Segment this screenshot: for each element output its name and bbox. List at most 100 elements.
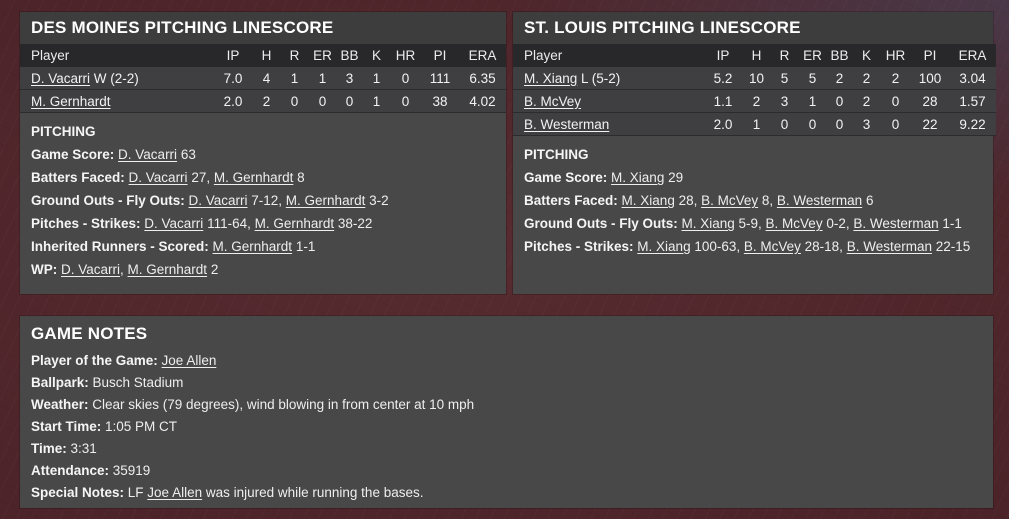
pitcher-row: M. Gernhardt 2.0 2 0 0 0 1 0 38 4.02 (20, 89, 506, 113)
stat-cell: 9.22 (949, 112, 996, 136)
player-cell: B. McVey (513, 89, 703, 113)
pitcher-decision: L (5-2) (577, 70, 621, 86)
stat-text: 8 (293, 170, 305, 185)
player-cell: M. Gernhardt (20, 89, 213, 113)
column-header-bb: BB (336, 44, 363, 67)
player-link[interactable]: M. Gernhardt (213, 170, 294, 185)
stat-cell: 28 (911, 89, 949, 113)
player-link[interactable]: B. McVey (765, 216, 823, 231)
player-link[interactable]: B. Westerman (846, 239, 932, 254)
player-link[interactable]: M. Gernhardt (212, 239, 293, 254)
stat-label: Pitches - Strikes: (524, 239, 638, 254)
player-cell: D. Vacarri W (2-2) (20, 67, 213, 90)
stat-cell: 2 (826, 67, 853, 90)
stat-text: 100-63, (690, 239, 744, 254)
stat-cell: 3 (770, 89, 799, 113)
stat-cell: 0 (336, 89, 363, 113)
stat-cell: 4.02 (459, 89, 506, 113)
player-link[interactable]: M. Gernhardt (254, 216, 335, 231)
stat-cell: 0 (880, 112, 911, 136)
stat-label: Game Score: (524, 170, 612, 185)
player-link[interactable]: M. Xiang (621, 193, 675, 208)
player-link[interactable]: D. Vacarri (128, 170, 188, 185)
player-link[interactable]: Joe Allen (161, 353, 217, 368)
stat-label: Pitches - Strikes: (31, 216, 145, 231)
stat-line: Attendance: 35919 (31, 460, 982, 482)
stat-line: Weather: Clear skies (79 degrees), wind … (31, 394, 982, 416)
stat-text: LF (127, 485, 148, 500)
column-header-hr: HR (880, 44, 911, 67)
stat-text: 2 (207, 262, 219, 277)
stat-cell: 1 (309, 67, 336, 90)
pitcher-row: B. McVey 1.1 2 3 1 0 2 0 28 1.57 (513, 89, 996, 113)
stat-cell: 0 (770, 112, 799, 136)
stat-label: Weather: (31, 397, 93, 412)
player-link[interactable]: D. Vacarri (144, 216, 204, 231)
table-header-row: Player IP H R ER BB K HR PI ERA (20, 44, 506, 67)
column-header-hr: HR (390, 44, 421, 67)
game-notes-lines: Player of the Game: Joe Allen Ballpark: B… (31, 350, 982, 504)
stat-cell: 2.0 (703, 112, 743, 136)
player-link[interactable]: D. Vacarri (188, 193, 248, 208)
stat-cell: 2 (880, 67, 911, 90)
stat-line: Ground Outs - Fly Outs: M. Xiang 5-9, B.… (524, 212, 982, 235)
pitching-linescore-table: Player IP H R ER BB K HR PI ERA M. Xiang L (5-2) 5… (513, 44, 996, 136)
player-link[interactable]: M. Gernhardt (285, 193, 366, 208)
player-link[interactable]: M. Gernhardt (127, 262, 208, 277)
stat-line: Special Notes: LF Joe Allen was injured … (31, 482, 982, 504)
stat-text: 1-1 (292, 239, 316, 254)
stat-cell: 1 (363, 89, 390, 113)
panel-title: ST. LOUIS PITCHING LINESCORE (513, 12, 993, 44)
stat-text: was injured while running the bases. (202, 485, 424, 500)
player-link[interactable]: B. Westerman (776, 193, 863, 208)
stat-line: Game Score: D. Vacarri 63 (31, 143, 495, 166)
game-notes-title: GAME NOTES (31, 324, 148, 343)
player-link[interactable]: D. Vacarri (118, 147, 178, 162)
player-link[interactable]: D. Vacarri (31, 70, 91, 86)
player-link[interactable]: M. Gernhardt (31, 93, 111, 109)
stat-cell: 1 (799, 89, 826, 113)
stat-text: 28-18, (800, 239, 847, 254)
player-link[interactable]: M. Xiang (611, 170, 665, 185)
stat-cell: 1 (363, 67, 390, 90)
stat-cell: 2 (853, 67, 880, 90)
pitcher-row: D. Vacarri W (2-2) 7.0 4 1 1 3 1 0 111 6.35 (20, 67, 506, 90)
stat-label: Start Time: (31, 419, 106, 434)
stat-cell: 0 (799, 112, 826, 136)
stat-text: 27, (187, 170, 214, 185)
stat-line: Pitches - Strikes: M. Xiang 100-63, B. M… (524, 235, 982, 258)
stat-label: Time: (31, 441, 71, 456)
column-header-ip: IP (213, 44, 253, 67)
player-link[interactable]: D. Vacarri (61, 262, 121, 277)
player-link[interactable]: B. McVey (743, 239, 801, 254)
stat-cell: 5.2 (703, 67, 743, 90)
stat-label: Player of the Game: (31, 353, 162, 368)
stat-line: Pitches - Strikes: D. Vacarri 111-64, M.… (31, 212, 495, 235)
column-header-era: ERA (949, 44, 996, 67)
player-link[interactable]: Joe Allen (147, 485, 203, 500)
stat-label: Batters Faced: (31, 170, 129, 185)
pitching-linescore-table: Player IP H R ER BB K HR PI ERA D. Vacarri W (2-2… (20, 44, 506, 113)
pitching-section-title: PITCHING (524, 147, 589, 162)
stat-cell: 7.0 (213, 67, 253, 90)
player-link[interactable]: B. Westerman (524, 116, 610, 132)
stat-text: 6 (862, 193, 874, 208)
player-link[interactable]: B. Westerman (853, 216, 939, 231)
stat-cell: 1 (280, 67, 309, 90)
stat-text: , (120, 262, 128, 277)
table-header-row: Player IP H R ER BB K HR PI ERA (513, 44, 996, 67)
stat-line: Ground Outs - Fly Outs: D. Vacarri 7-12,… (31, 189, 495, 212)
player-link[interactable]: B. McVey (701, 193, 759, 208)
stat-text: 7-12, (247, 193, 286, 208)
stat-label: Attendance: (31, 463, 113, 478)
panel-title: DES MOINES PITCHING LINESCORE (20, 12, 506, 44)
stat-text: 111-64, (203, 216, 255, 231)
column-header-pi: PI (421, 44, 459, 67)
player-link[interactable]: M. Xiang (524, 70, 578, 86)
player-link[interactable]: M. Xiang (637, 239, 691, 254)
stat-line: WP: D. Vacarri, M. Gernhardt 2 (31, 258, 495, 281)
column-header-pi: PI (911, 44, 949, 67)
player-link[interactable]: B. McVey (524, 93, 582, 109)
player-link[interactable]: M. Xiang (681, 216, 735, 231)
